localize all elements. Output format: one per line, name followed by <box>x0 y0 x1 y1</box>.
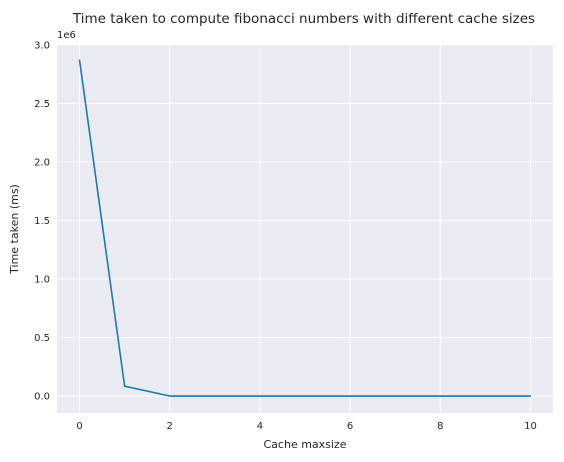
plot-area <box>57 45 553 413</box>
x-tick-labels: 0 2 4 6 8 10 <box>76 421 536 432</box>
grid <box>57 44 553 413</box>
chart-title: Time taken to compute fibonacci numbers … <box>72 11 535 27</box>
x-tick-label: 8 <box>437 421 443 432</box>
y-axis-label: Time taken (ms) <box>8 184 21 275</box>
series-layer <box>78 59 532 397</box>
x-tick-label: 0 <box>76 421 82 432</box>
x-axis-label: Cache maxsize <box>264 438 347 451</box>
series-line <box>78 59 532 397</box>
y-tick-label: 1.0 <box>34 275 50 286</box>
y-offset-label: 1e6 <box>57 30 76 41</box>
y-tick-label: 3.0 <box>34 41 50 52</box>
y-tick-label: 2.0 <box>34 158 50 169</box>
x-tick-label: 4 <box>257 421 263 432</box>
x-tick-label: 6 <box>347 421 353 432</box>
x-tick-label: 10 <box>524 421 537 432</box>
x-tick-label: 2 <box>167 421 173 432</box>
y-tick-label: 0.0 <box>34 392 50 403</box>
y-tick-label: 2.5 <box>34 99 50 110</box>
y-tick-label: 0.5 <box>34 333 50 344</box>
y-tick-labels: 0.0 0.5 1.0 1.5 2.0 2.5 3.0 <box>34 41 50 403</box>
y-tick-label: 1.5 <box>34 216 50 227</box>
